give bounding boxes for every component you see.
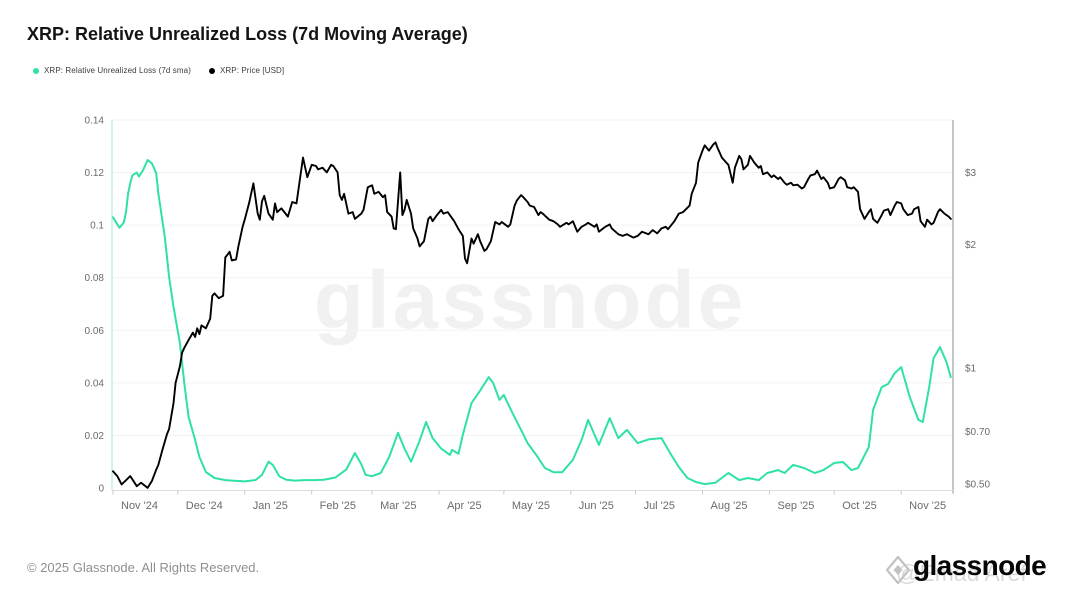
svg-text:Mar '25: Mar '25: [380, 500, 416, 512]
svg-text:0.04: 0.04: [85, 378, 105, 389]
svg-text:Oct '25: Oct '25: [842, 500, 877, 512]
svg-text:$0.50: $0.50: [965, 480, 990, 491]
svg-text:May '25: May '25: [512, 500, 550, 512]
svg-text:0.12: 0.12: [85, 168, 105, 179]
legend-label: XRP: Price [USD]: [219, 66, 285, 75]
svg-text:Jun '25: Jun '25: [579, 500, 614, 512]
copyright-text: © 2025 Glassnode. All Rights Reserved.: [27, 560, 260, 575]
svg-text:$2: $2: [965, 240, 977, 251]
svg-text:0: 0: [98, 484, 104, 495]
svg-text:0.06: 0.06: [85, 326, 105, 337]
svg-text:Nov '24: Nov '24: [121, 500, 158, 512]
svg-text:$0.70: $0.70: [965, 427, 990, 438]
chart-title: XRP: Relative Unrealized Loss (7d Moving…: [27, 24, 468, 44]
svg-text:Feb '25: Feb '25: [320, 500, 356, 512]
user-watermark: @Emad Aref: [896, 560, 1027, 586]
legend-item-price[interactable]: XRP: Price [USD]: [208, 66, 285, 75]
legend-label: XRP: Relative Unrealized Loss (7d sma): [44, 66, 191, 75]
legend-dot-icon: [33, 67, 39, 74]
svg-text:Sep '25: Sep '25: [777, 500, 814, 512]
svg-text:Nov '25: Nov '25: [909, 500, 946, 512]
svg-text:Jan '25: Jan '25: [253, 500, 288, 512]
glassnode-logo-icon: [886, 556, 910, 584]
legend: XRP: Relative Unrealized Loss (7d sma) X…: [33, 66, 284, 75]
glassnode-logo: @Emad Aref glassnode: [880, 548, 1066, 592]
legend-item-unrealized-loss[interactable]: XRP: Relative Unrealized Loss (7d sma): [33, 66, 191, 75]
svg-text:$1: $1: [965, 364, 977, 375]
svg-text:glassnode: glassnode: [314, 255, 747, 346]
svg-text:0.02: 0.02: [85, 431, 105, 442]
svg-text:Apr '25: Apr '25: [447, 500, 482, 512]
svg-text:Dec '24: Dec '24: [186, 500, 223, 512]
legend-dot-icon: [208, 67, 215, 74]
svg-text:0.1: 0.1: [90, 221, 104, 232]
svg-text:0.08: 0.08: [85, 273, 105, 284]
svg-text:Jul '25: Jul '25: [644, 500, 675, 512]
svg-text:0.14: 0.14: [85, 116, 105, 127]
glassnode-logo-text: glassnode: [913, 550, 1047, 581]
svg-text:$3: $3: [965, 168, 977, 179]
svg-text:Aug '25: Aug '25: [711, 500, 748, 512]
